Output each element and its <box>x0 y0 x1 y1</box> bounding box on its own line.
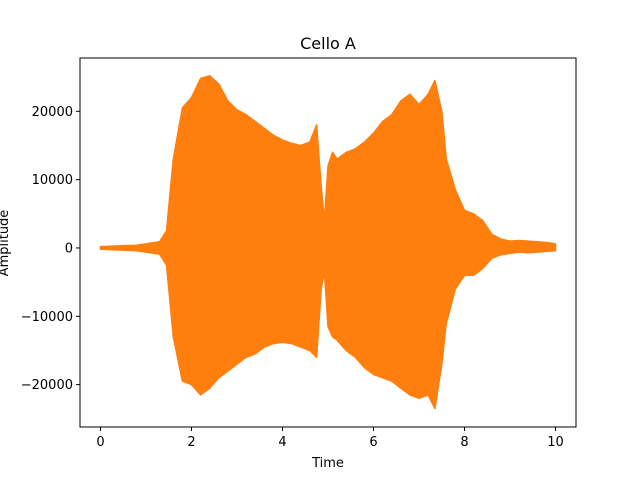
x-tick-label: 8 <box>460 435 468 450</box>
x-axis-label: Time <box>311 456 344 471</box>
x-axis: 0 2 4 6 8 10 <box>96 427 564 450</box>
plot-area <box>99 75 557 410</box>
y-tick-label: −20000 <box>21 378 73 393</box>
y-tick-label: −10000 <box>21 310 73 325</box>
y-tick-label: 20000 <box>32 105 73 120</box>
x-tick-label: 10 <box>547 435 564 450</box>
y-axis-label: Amplitude <box>0 210 12 277</box>
y-tick-label: 0 <box>65 241 73 256</box>
x-tick-label: 6 <box>369 435 377 450</box>
chart-title: Cello A <box>300 34 356 53</box>
x-tick-label: 2 <box>187 435 195 450</box>
plot-frame <box>79 57 577 428</box>
waveform-series-0 <box>99 75 557 410</box>
x-tick-label: 4 <box>278 435 286 450</box>
x-tick-label: 0 <box>96 435 104 450</box>
y-tick-label: 10000 <box>32 173 73 188</box>
y-axis: −20000 −10000 0 10000 20000 <box>21 105 80 393</box>
